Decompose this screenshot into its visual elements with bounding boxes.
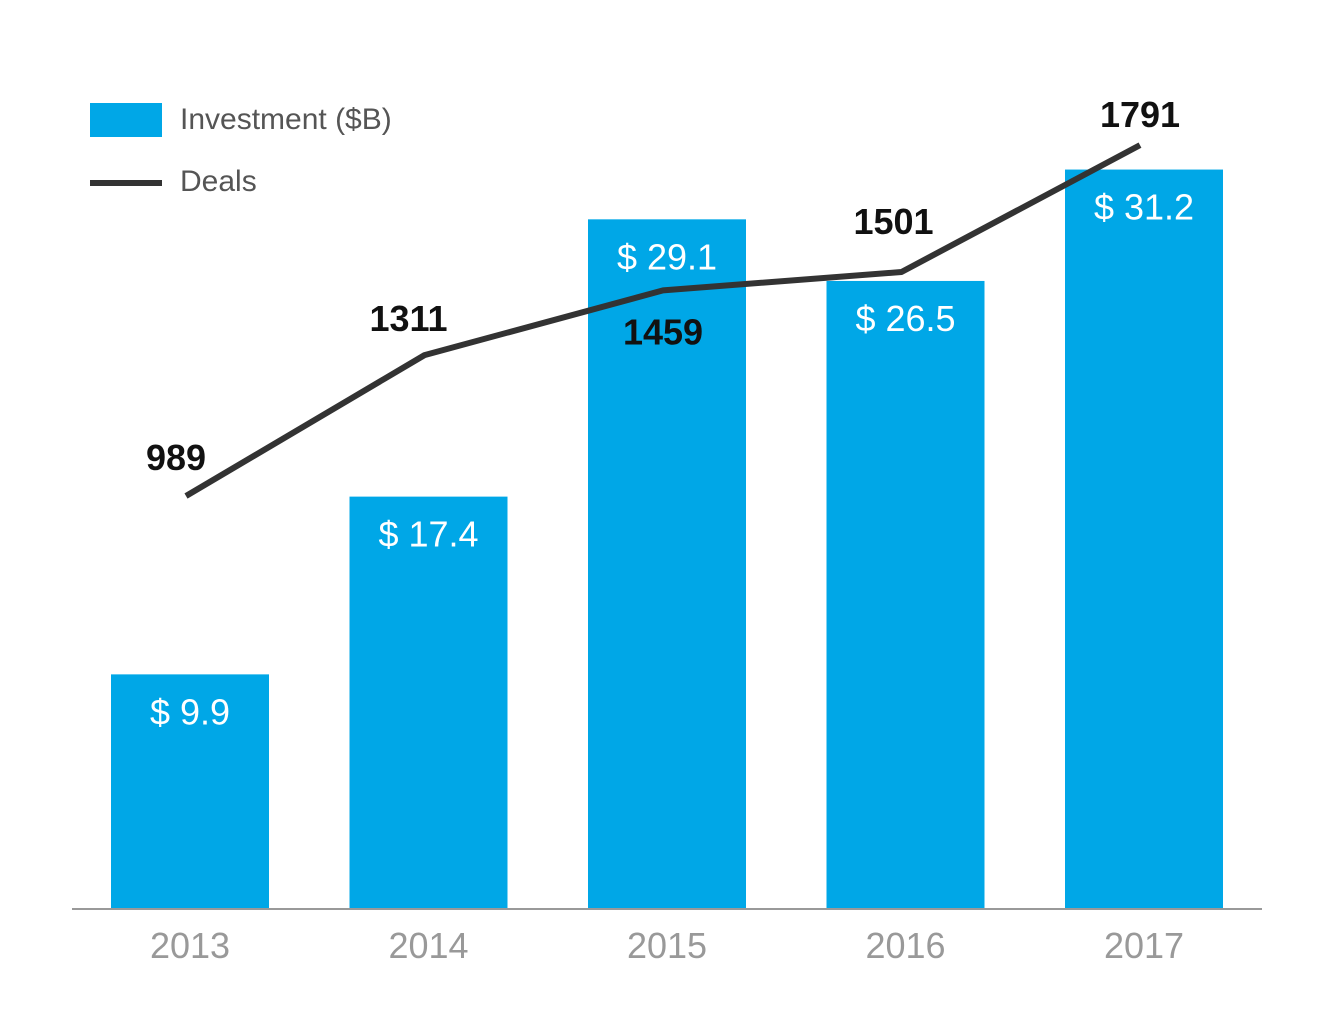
deals-value-label-2016: 1501	[853, 201, 933, 242]
bar-2013	[111, 674, 269, 909]
bar-series	[111, 169, 1223, 909]
bar-value-label-2013: $ 9.9	[150, 691, 230, 732]
bar-2016	[826, 280, 985, 909]
bar-value-label-2017: $ 31.2	[1094, 187, 1194, 228]
x-tick-label-2015: 2015	[627, 925, 707, 966]
x-tick-label-2017: 2017	[1104, 925, 1184, 966]
bar-labels: $ 9.9 $ 17.4 $ 29.1 $ 26.5 $ 31.2	[150, 187, 1194, 733]
deals-value-label-2014: 1311	[369, 298, 447, 339]
x-tick-label-2014: 2014	[388, 925, 468, 966]
bar-2017	[1065, 169, 1223, 909]
bar-value-label-2014: $ 17.4	[378, 514, 478, 555]
x-tick-label-2016: 2016	[865, 925, 945, 966]
bar-value-label-2016: $ 26.5	[855, 298, 955, 339]
x-tick-label-2013: 2013	[150, 925, 230, 966]
deals-value-label-2017: 1791	[1100, 94, 1180, 135]
deals-line	[184, 142, 1142, 499]
line-labels: 989 1311 1459 1501 1791	[146, 94, 1180, 478]
deals-value-label-2013: 989	[146, 437, 206, 478]
bar-2015	[588, 219, 746, 909]
legend-line-swatch	[90, 180, 162, 186]
legend-label-investment: Investment ($B)	[180, 103, 392, 136]
x-tick-labels: 2013 2014 2015 2016 2017	[150, 925, 1184, 966]
legend-label-deals: Deals	[180, 165, 257, 198]
bar-2014	[349, 496, 508, 909]
bar-value-label-2015: $ 29.1	[617, 236, 717, 277]
legend-bar-swatch	[90, 103, 162, 137]
deals-value-label-2015: 1459	[623, 311, 703, 352]
